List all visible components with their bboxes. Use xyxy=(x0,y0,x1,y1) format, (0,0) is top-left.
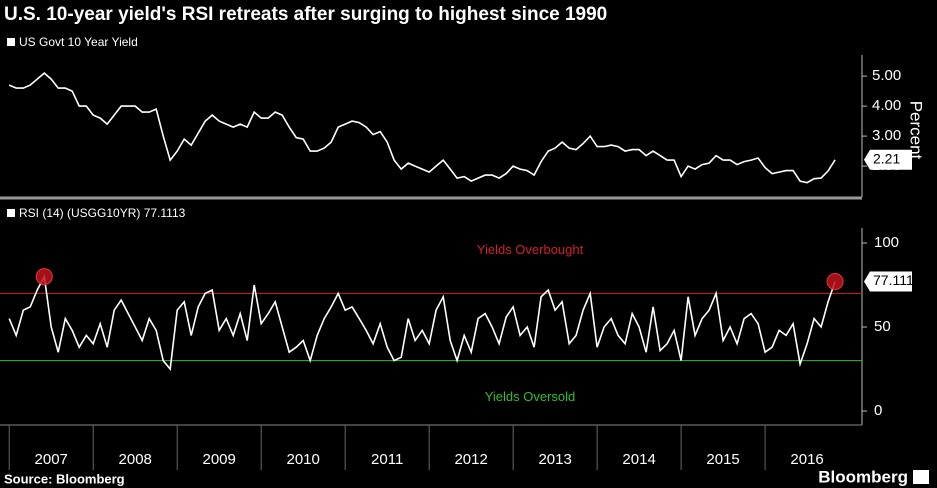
x-tick-label: 2016 xyxy=(790,451,823,468)
chart-title: U.S. 10-year yield's RSI retreats after … xyxy=(4,4,607,25)
y-tick-label: 3.00 xyxy=(872,127,901,144)
legend-swatch xyxy=(7,38,15,46)
series-line xyxy=(8,274,836,371)
y2-tick-label: 100 xyxy=(874,234,899,251)
x-tick-label: 2009 xyxy=(203,451,236,468)
x-tick-label: 2014 xyxy=(622,451,655,468)
legend-label: RSI (14) (USGG10YR) 77.1113 xyxy=(19,206,186,220)
y-tick-label: 4.00 xyxy=(872,97,901,114)
legend-swatch xyxy=(7,209,15,217)
last-value-label: 2.21 xyxy=(873,151,900,167)
last-value-tag xyxy=(864,271,912,292)
x-tick-label: 2013 xyxy=(538,451,571,468)
x-tick-label: 2007 xyxy=(35,451,68,468)
x-tick-label: 2011 xyxy=(371,451,403,468)
x-tick-label: 2015 xyxy=(706,451,739,468)
threshold-label: Yields Oversold xyxy=(485,389,576,404)
x-tick-label: 2012 xyxy=(454,451,487,468)
y-axis-label: Percent xyxy=(907,101,926,160)
x-tick-label: 2010 xyxy=(286,451,319,468)
series-line xyxy=(8,72,836,184)
last-value-label: 77.1113 xyxy=(873,272,922,288)
y2-tick-label: 0 xyxy=(874,402,882,419)
brand: Bloomberg xyxy=(818,467,908,486)
highlight-marker xyxy=(826,272,844,290)
highlight-marker xyxy=(35,268,53,286)
source: Source: Bloomberg xyxy=(4,471,125,486)
last-value-tag xyxy=(864,149,912,170)
y2-tick-label: 50 xyxy=(874,318,891,335)
x-tick-label: 2008 xyxy=(119,451,152,468)
threshold-label: Yields Overbought xyxy=(477,242,584,257)
brand-icon xyxy=(913,470,929,484)
y-tick-label: 5.00 xyxy=(872,67,901,84)
legend-label: US Govt 10 Year Yield xyxy=(19,35,138,49)
